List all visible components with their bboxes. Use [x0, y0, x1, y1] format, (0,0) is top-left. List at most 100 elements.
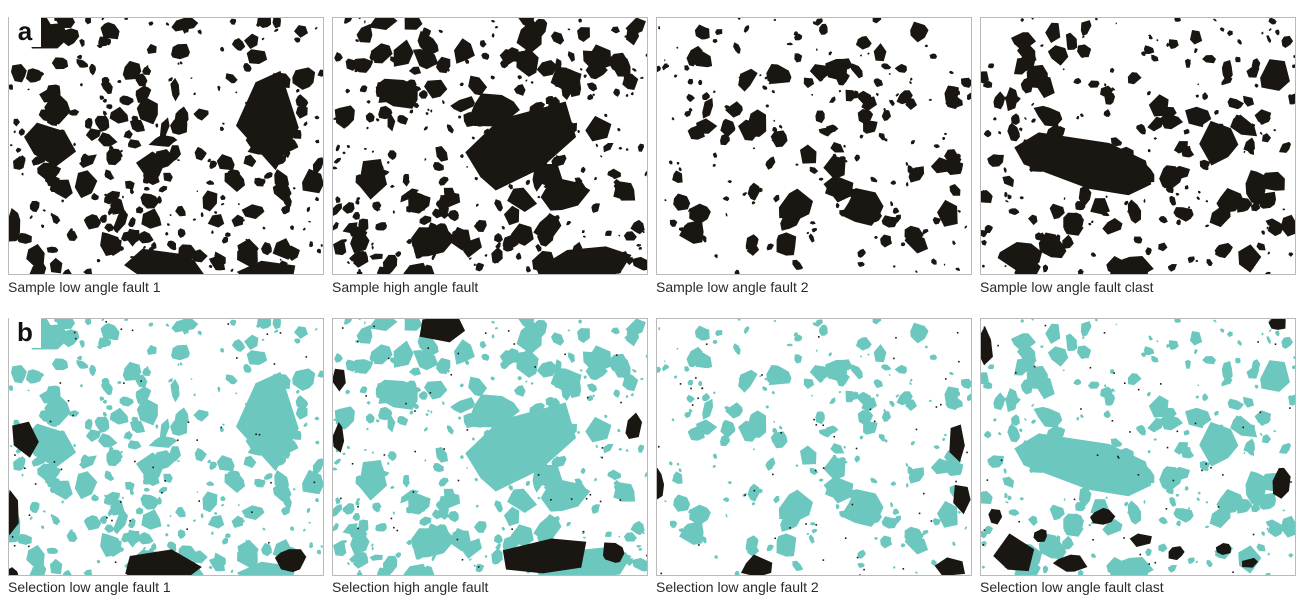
clast-fragment — [476, 221, 480, 225]
clast-fragment — [1143, 499, 1146, 504]
clast-fragment — [170, 77, 180, 102]
clast-fragment — [982, 189, 985, 193]
clast-fragment — [317, 370, 323, 378]
clast-fragment — [142, 367, 152, 376]
clast-fragment — [490, 75, 495, 80]
clast-fragment — [1138, 267, 1149, 274]
clast-fragment — [9, 84, 13, 90]
clast-fragment — [1198, 424, 1204, 429]
speck — [1165, 508, 1168, 510]
speck — [405, 402, 407, 405]
clast-fragment — [1237, 340, 1242, 346]
speck — [1205, 463, 1207, 465]
clast-fragment — [405, 93, 411, 99]
clast-fragment — [848, 63, 863, 79]
clast-fragment — [684, 411, 692, 419]
clast-fragment — [208, 264, 213, 269]
clast-fragment — [1008, 208, 1020, 215]
clast-fragment — [403, 563, 428, 575]
clast-fragment — [638, 547, 643, 551]
clast-fragment — [495, 242, 501, 249]
clast-fragment — [155, 123, 159, 128]
clast-fragment — [998, 432, 1002, 436]
clast-fragment — [834, 69, 850, 86]
clast-fragment — [933, 445, 940, 450]
clast-fragment — [333, 458, 342, 465]
clast-fragment — [795, 464, 799, 467]
clast-fragment — [27, 389, 30, 392]
clast-fragment — [49, 257, 63, 274]
clast-fragment — [1197, 83, 1200, 86]
clast-fragment — [295, 390, 300, 394]
clast-fragment — [1166, 343, 1170, 349]
clast-fragment — [838, 390, 842, 394]
clast-fragment — [870, 477, 878, 484]
clast-fragment — [1195, 259, 1199, 262]
clast-fragment — [1251, 359, 1261, 372]
clast-fragment — [892, 508, 900, 515]
clast-fragment — [220, 427, 225, 433]
clast-fragment — [356, 497, 361, 503]
clast-fragment — [221, 537, 229, 545]
clast-fragment — [1167, 564, 1177, 573]
clast-large — [863, 421, 878, 435]
clast-fragment — [733, 343, 741, 355]
clast-fragment — [614, 256, 621, 263]
clast-fragment — [403, 173, 410, 182]
clast-fragment — [375, 222, 387, 231]
clast-fragment — [209, 461, 218, 470]
clast-fragment — [747, 483, 761, 502]
clast-fragment — [722, 196, 730, 202]
clast-fragment — [631, 67, 637, 72]
clast-fragment — [1281, 336, 1294, 349]
clast-fragment — [177, 363, 180, 366]
clast-fragment — [94, 416, 110, 433]
clast-fragment — [702, 92, 710, 101]
clast-fragment — [669, 520, 678, 528]
clast-fragment — [491, 334, 495, 339]
speck — [955, 480, 957, 483]
speck — [966, 451, 968, 454]
clast-fragment — [18, 128, 25, 136]
clast-fragment — [224, 471, 245, 494]
clast-fragment — [883, 408, 886, 412]
clast-fragment — [146, 43, 157, 54]
clast-fragment — [501, 169, 505, 173]
clast-fragment — [1042, 264, 1049, 273]
clast-fragment — [460, 154, 464, 159]
clast-fragment — [592, 394, 595, 397]
clast-fragment — [686, 93, 695, 102]
clast-fragment — [661, 63, 668, 71]
clast-fragment — [905, 462, 909, 467]
clast-fragment — [495, 543, 501, 550]
clast-fragment — [888, 72, 891, 76]
clast-fragment — [600, 155, 603, 158]
clast-fragment — [135, 386, 152, 404]
clast-fragment — [943, 433, 947, 437]
clast-fragment — [838, 89, 842, 93]
speck — [814, 469, 817, 472]
clast-fragment — [550, 332, 565, 346]
clast-fragment — [89, 63, 97, 76]
clast-fragment — [350, 234, 370, 254]
clast-fragment — [687, 379, 694, 386]
clast-fragment — [1184, 184, 1189, 190]
speck — [855, 447, 858, 450]
clast-fragment — [626, 257, 634, 266]
clast-fragment — [359, 85, 368, 93]
clast-fragment — [314, 196, 319, 202]
clast-fragment — [814, 319, 823, 326]
clast-fragment — [9, 385, 13, 391]
clast-fragment — [246, 49, 268, 65]
clast-fragment — [302, 227, 306, 231]
clast-fragment — [197, 29, 202, 35]
clast-fragment — [607, 353, 629, 374]
clast-fragment — [1036, 78, 1039, 83]
clast-fragment — [1174, 18, 1182, 22]
clast-fragment — [771, 391, 776, 395]
speck — [24, 467, 26, 470]
clast-fragment — [103, 491, 120, 506]
clast-fragment — [51, 57, 69, 70]
clast-fragment — [762, 85, 768, 90]
clast-fragment — [427, 108, 430, 112]
